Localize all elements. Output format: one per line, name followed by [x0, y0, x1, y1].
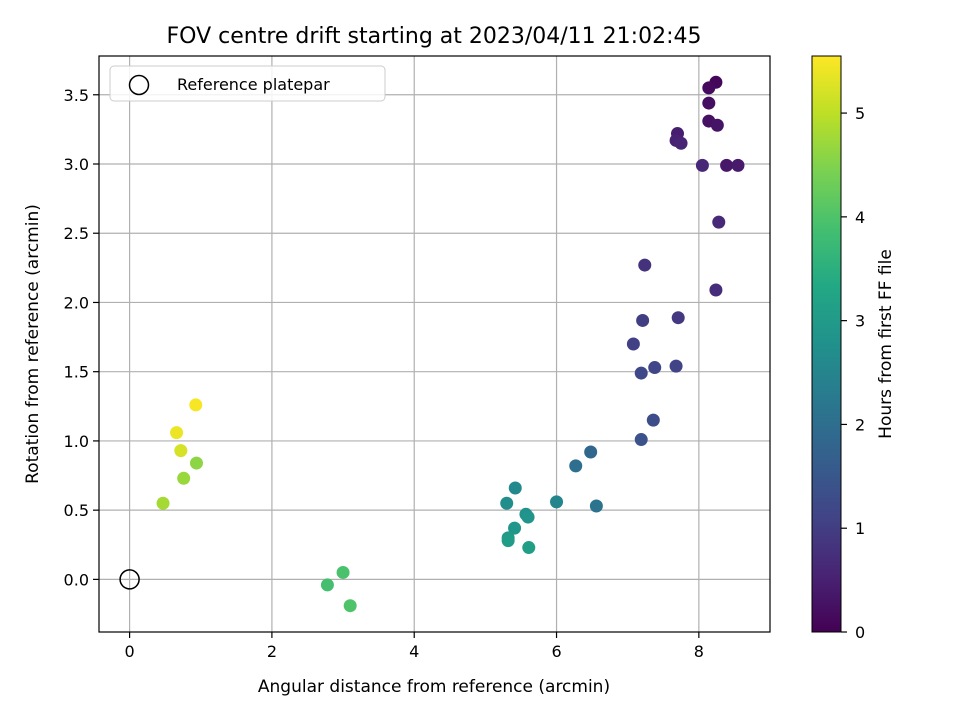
data-point [720, 158, 734, 172]
data-point [177, 471, 191, 485]
data-point [702, 96, 716, 110]
data-point [731, 158, 745, 172]
data-point [569, 459, 583, 473]
data-point [589, 499, 603, 513]
data-point [584, 445, 598, 459]
data-point [634, 366, 648, 380]
data-points [119, 75, 745, 613]
data-point [500, 496, 514, 510]
data-point [634, 433, 648, 447]
chart-title: FOV centre drift starting at 2023/04/11 … [167, 24, 702, 49]
y-tick-label: 3.5 [64, 86, 89, 105]
data-point [636, 313, 650, 327]
legend-box [109, 65, 386, 102]
y-axis-ticks: 0.0 0.5 1.0 1.5 2.0 2.5 3.0 3.5 [64, 86, 99, 589]
data-point [336, 565, 350, 579]
data-point [702, 81, 716, 95]
y-tick-label: 2.0 [64, 293, 89, 312]
data-point [170, 426, 184, 440]
reference-point-marker [119, 569, 140, 590]
x-axis-label: Angular distance from reference (arcmin) [258, 677, 610, 697]
x-axis-ticks: 0 2 4 6 8 [125, 632, 704, 661]
x-tick-label: 8 [694, 642, 704, 661]
colorbar-tick-label: 3 [855, 312, 865, 331]
colorbar-ticks: 0 1 2 3 4 5 [841, 104, 865, 642]
x-tick-label: 6 [551, 642, 561, 661]
colorbar-label: Hours from first FF file [876, 249, 896, 439]
y-axis-label: Rotation from reference (arcmin) [23, 204, 43, 484]
data-point [646, 413, 660, 427]
x-tick-label: 0 [125, 642, 135, 661]
data-point [638, 258, 652, 272]
data-point [521, 510, 535, 524]
data-point [550, 495, 564, 509]
data-point [671, 311, 685, 325]
colorbar-tick-label: 5 [855, 104, 865, 123]
data-point [712, 215, 726, 229]
y-tick-label: 0.5 [64, 501, 89, 520]
plot-frame [98, 55, 771, 633]
legend-label: Reference platepar [177, 75, 330, 94]
data-point [695, 158, 709, 172]
data-point [669, 359, 683, 373]
legend-marker [128, 74, 150, 96]
data-point [189, 398, 203, 412]
data-point [648, 361, 662, 375]
data-point [156, 496, 170, 510]
data-point [508, 481, 522, 495]
colorbar-tick-label: 0 [855, 623, 865, 642]
data-point [343, 599, 357, 613]
colorbar-tick-label: 2 [855, 415, 865, 434]
colorbar [811, 55, 842, 633]
data-point [710, 118, 724, 132]
y-tick-label: 1.5 [64, 363, 89, 382]
colorbar-tick-label: 4 [855, 208, 865, 227]
data-point [522, 541, 536, 555]
data-point [674, 136, 688, 150]
y-tick-label: 0.0 [64, 570, 89, 589]
data-point [508, 521, 522, 535]
data-point [501, 534, 515, 548]
data-point [174, 444, 188, 458]
y-tick-label: 1.0 [64, 432, 89, 451]
x-tick-label: 4 [409, 642, 419, 661]
y-tick-label: 3.0 [64, 155, 89, 174]
data-point [320, 578, 334, 592]
colorbar-tick-label: 1 [855, 519, 865, 538]
y-tick-label: 2.5 [64, 224, 89, 243]
x-tick-label: 2 [267, 642, 277, 661]
data-point [626, 337, 640, 351]
data-point [709, 283, 723, 297]
data-point [189, 456, 203, 470]
grid-lines [99, 56, 770, 632]
legend: Reference platepar [109, 65, 386, 102]
